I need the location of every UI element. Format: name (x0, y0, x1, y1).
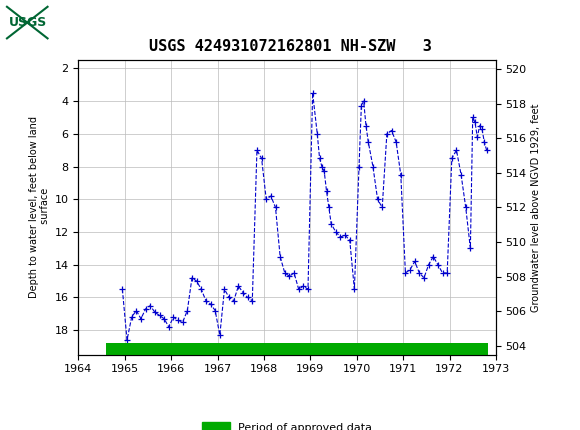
Text: USGS: USGS (9, 16, 47, 29)
Text: USGS 424931072162801 NH-SZW   3: USGS 424931072162801 NH-SZW 3 (148, 39, 432, 54)
Y-axis label: Groundwater level above NGVD 1929, feet: Groundwater level above NGVD 1929, feet (531, 103, 541, 312)
Legend: Period of approved data: Period of approved data (197, 418, 377, 430)
Y-axis label: Depth to water level, feet below land
 surface: Depth to water level, feet below land su… (28, 117, 50, 298)
Bar (7, 6, 48, 40)
